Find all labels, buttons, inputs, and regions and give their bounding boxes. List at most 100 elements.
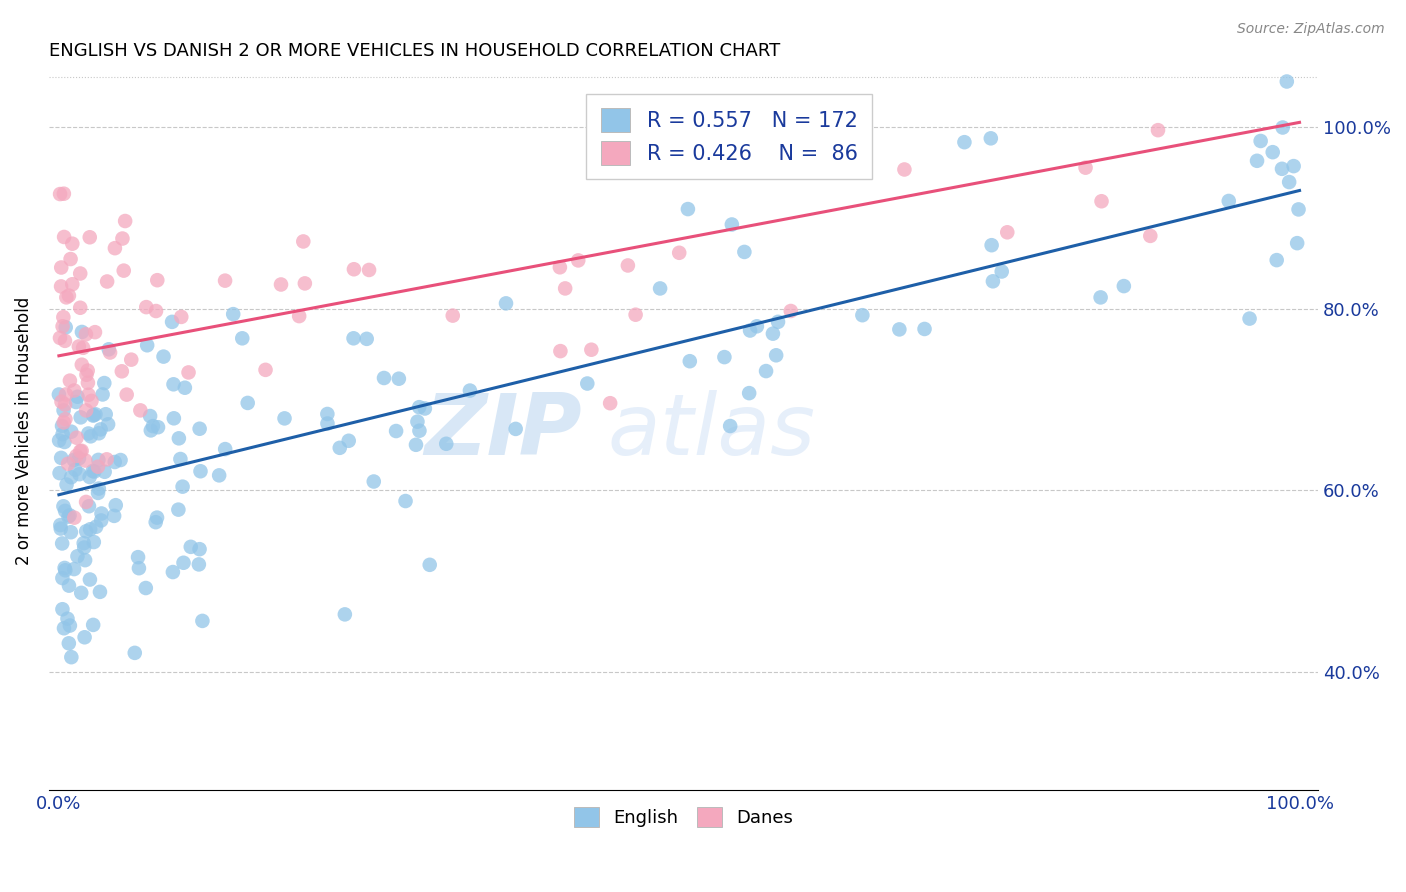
Point bbox=[1282, 159, 1305, 173]
Point bbox=[51, 571, 73, 585]
Point bbox=[333, 607, 356, 622]
Point bbox=[75, 553, 97, 567]
Point bbox=[59, 618, 82, 632]
Point bbox=[110, 453, 132, 467]
Point bbox=[60, 277, 83, 292]
Point bbox=[145, 304, 167, 318]
Point bbox=[69, 410, 91, 425]
Point bbox=[135, 300, 157, 314]
Point bbox=[79, 522, 101, 536]
Point bbox=[66, 549, 89, 564]
Point bbox=[49, 331, 72, 345]
Point bbox=[90, 513, 112, 527]
Point bbox=[104, 498, 127, 512]
Point bbox=[55, 320, 77, 334]
Point bbox=[53, 561, 76, 575]
Point bbox=[49, 518, 72, 533]
Point bbox=[87, 486, 110, 500]
Point bbox=[413, 401, 436, 416]
Point bbox=[51, 394, 73, 409]
Point bbox=[914, 322, 936, 336]
Point bbox=[316, 407, 339, 421]
Legend: English, Danes: English, Danes bbox=[567, 799, 800, 835]
Point bbox=[58, 579, 80, 593]
Point bbox=[980, 131, 1002, 145]
Point bbox=[84, 325, 107, 339]
Point bbox=[87, 482, 110, 496]
Text: atlas: atlas bbox=[607, 390, 815, 473]
Point bbox=[190, 464, 212, 478]
Point bbox=[1218, 194, 1240, 208]
Point bbox=[990, 264, 1012, 278]
Point bbox=[765, 348, 787, 362]
Point bbox=[66, 390, 89, 404]
Point bbox=[63, 562, 86, 576]
Point bbox=[124, 646, 146, 660]
Point bbox=[98, 345, 121, 359]
Point bbox=[385, 424, 408, 438]
Point bbox=[139, 409, 162, 423]
Point bbox=[51, 260, 73, 275]
Point bbox=[624, 308, 647, 322]
Point bbox=[65, 395, 87, 409]
Text: ENGLISH VS DANISH 2 OR MORE VEHICLES IN HOUSEHOLD CORRELATION CHART: ENGLISH VS DANISH 2 OR MORE VEHICLES IN … bbox=[49, 42, 780, 60]
Point bbox=[718, 419, 741, 434]
Point bbox=[363, 475, 385, 489]
Point bbox=[84, 520, 107, 534]
Point bbox=[889, 322, 911, 336]
Point bbox=[58, 288, 80, 302]
Point bbox=[419, 558, 441, 572]
Point bbox=[56, 457, 79, 471]
Point bbox=[77, 426, 100, 441]
Point bbox=[188, 422, 211, 436]
Point bbox=[55, 412, 77, 426]
Point bbox=[434, 437, 457, 451]
Point bbox=[162, 377, 184, 392]
Point bbox=[208, 468, 231, 483]
Point bbox=[576, 376, 599, 391]
Point bbox=[87, 453, 110, 467]
Point bbox=[162, 565, 184, 579]
Point bbox=[270, 277, 292, 292]
Point bbox=[69, 444, 91, 458]
Point bbox=[49, 450, 72, 465]
Point bbox=[97, 343, 120, 357]
Point bbox=[83, 535, 105, 549]
Point bbox=[97, 417, 120, 432]
Point bbox=[120, 352, 142, 367]
Point bbox=[79, 470, 101, 484]
Point bbox=[94, 407, 117, 421]
Point bbox=[53, 334, 76, 348]
Point bbox=[713, 350, 735, 364]
Point bbox=[953, 135, 976, 149]
Point bbox=[53, 434, 76, 449]
Point bbox=[733, 244, 755, 259]
Point bbox=[69, 301, 91, 315]
Point bbox=[59, 525, 82, 540]
Point bbox=[75, 524, 97, 539]
Point bbox=[80, 393, 103, 408]
Point bbox=[1139, 228, 1161, 243]
Point bbox=[111, 231, 134, 245]
Point bbox=[441, 309, 464, 323]
Point bbox=[51, 602, 73, 616]
Point bbox=[114, 214, 136, 228]
Point bbox=[69, 467, 91, 482]
Point bbox=[70, 586, 93, 600]
Point bbox=[173, 556, 195, 570]
Point bbox=[581, 343, 603, 357]
Point bbox=[52, 310, 75, 325]
Point bbox=[52, 186, 75, 201]
Point bbox=[254, 363, 277, 377]
Point bbox=[550, 344, 572, 359]
Point bbox=[96, 275, 118, 289]
Point bbox=[84, 407, 107, 421]
Point bbox=[1147, 123, 1170, 137]
Point bbox=[83, 465, 105, 479]
Point bbox=[405, 438, 427, 452]
Point bbox=[356, 332, 378, 346]
Point bbox=[115, 387, 138, 401]
Point bbox=[73, 536, 96, 550]
Point bbox=[337, 434, 360, 448]
Point bbox=[762, 326, 785, 341]
